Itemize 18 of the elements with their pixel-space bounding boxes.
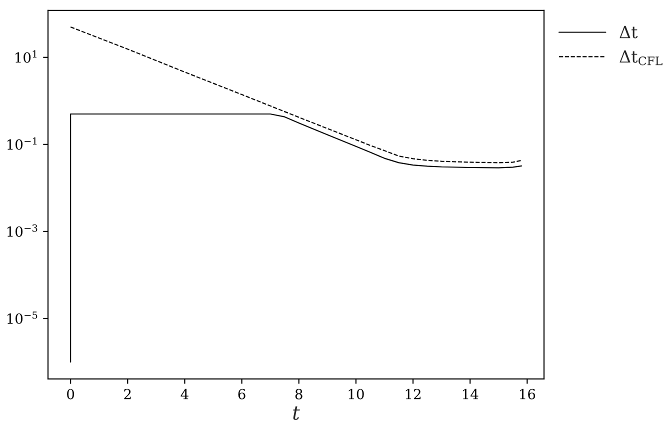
x-tick-label: 8 xyxy=(295,388,302,400)
y-tick-label: 10$^{−5}$ xyxy=(7,312,38,324)
y-tick-label: 10$^{−3}$ xyxy=(7,224,38,237)
legend-label: Δt xyxy=(620,26,638,38)
x-tick-label: 10 xyxy=(348,388,364,400)
x-tick-label: 16 xyxy=(520,388,536,400)
line-series xyxy=(70,26,522,164)
y-tick-label: 10$^{1}$ xyxy=(16,50,36,63)
x-tick-label: 2 xyxy=(124,388,131,400)
x-tick-label: 14 xyxy=(462,388,478,400)
x-axis-title: t xyxy=(293,406,300,420)
x-tick-label: 4 xyxy=(180,388,188,400)
x-tick-label: 0 xyxy=(67,388,74,400)
legend-label: Δt$_{CFL}$ xyxy=(620,50,662,66)
line-series xyxy=(70,113,522,363)
x-tick-label: 12 xyxy=(406,388,420,400)
x-tick-label: 6 xyxy=(238,388,246,400)
y-tick-label: 10$^{−1}$ xyxy=(7,137,37,150)
